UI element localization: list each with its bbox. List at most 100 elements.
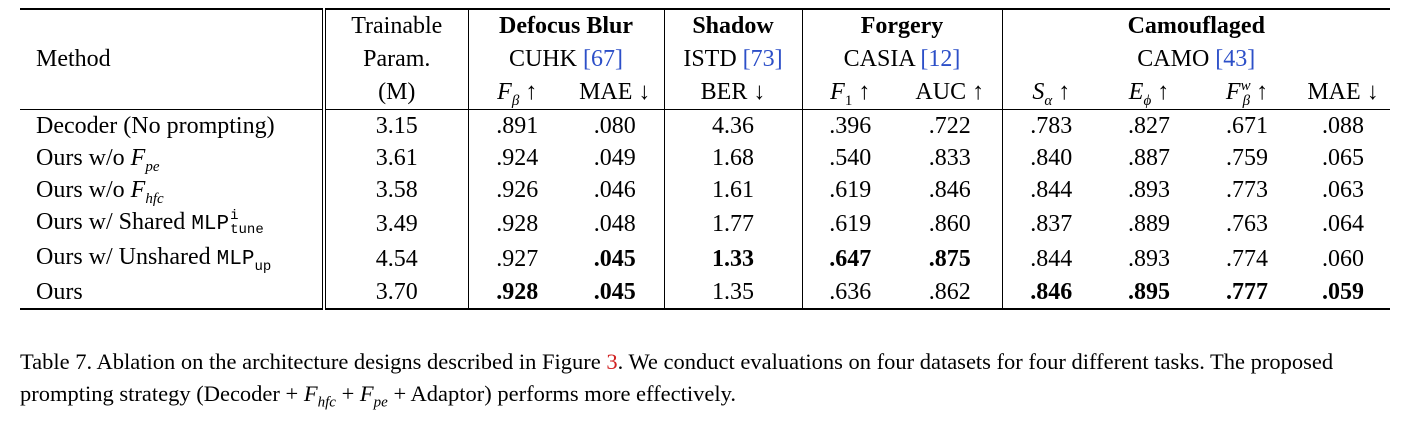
cell: .774	[1226, 245, 1268, 272]
cell: 1.61	[663, 174, 802, 206]
cell-best: .045	[593, 279, 636, 305]
header-params-line1: Trainable	[322, 9, 468, 43]
cell-best: .846	[1001, 276, 1100, 309]
table-row: Ours w/ Unshared MLPup 4.54 .927 .045 1.…	[20, 241, 1390, 276]
header-task-defocus: Defocus Blur	[467, 9, 664, 43]
cell: .926	[467, 174, 566, 206]
cell: 4.36	[663, 109, 802, 142]
ablation-table: Trainable Defocus Blur Shadow Forgery Ca…	[20, 8, 1391, 310]
cell: .619	[801, 206, 898, 241]
cell: .773	[1226, 177, 1268, 203]
ref-link[interactable]: [73]	[742, 46, 783, 72]
table-row: Ours w/ Shared MLP i tune 3.49 .928 .048 1…	[20, 206, 1390, 241]
cell: .046	[593, 177, 636, 203]
cell: .860	[928, 210, 971, 237]
cell-best: .059	[1322, 279, 1365, 305]
cell-best: .895	[1128, 279, 1170, 305]
table-row: Ours w/o Fpe 3.61 .924 .049 1.68 .540 .8…	[20, 142, 1390, 174]
header-dataset-cuhk: CUHK [67]	[467, 43, 664, 76]
header-params-line3: (M)	[322, 76, 468, 110]
cell: .840	[1001, 142, 1100, 174]
cell: .063	[1322, 177, 1365, 203]
cell: .844	[1001, 241, 1100, 276]
cell: .924	[467, 142, 566, 174]
cell: .833	[928, 145, 971, 171]
cell: .862	[928, 279, 971, 305]
header-method-spacer-2	[20, 76, 324, 110]
cell: 3.61	[322, 142, 468, 174]
cell: .763	[1226, 210, 1268, 237]
metric-f1: F1 ↑	[801, 76, 898, 110]
cell: .065	[1322, 145, 1365, 171]
cell: .540	[801, 142, 898, 174]
row-label: Ours w/ Unshared MLPup	[36, 244, 272, 275]
header-dataset-istd: ISTD [73]	[663, 43, 802, 76]
cell: 1.77	[663, 206, 802, 241]
row-label: Ours w/o Fhfc	[36, 177, 164, 207]
cell: .893	[1128, 177, 1170, 203]
cell: 3.15	[322, 109, 468, 142]
table-row: Ours w/o Fhfc 3.58 .926 .046 1.61 .619 .…	[20, 174, 1390, 206]
header-row-1: Trainable Defocus Blur Shadow Forgery Ca…	[20, 9, 1391, 43]
cell: .722	[928, 113, 971, 139]
header-dataset-casia: CASIA [12]	[801, 43, 1002, 76]
ref-link[interactable]: [43]	[1215, 46, 1256, 72]
cell: .060	[1322, 245, 1365, 272]
cell: .827	[1128, 113, 1170, 139]
header-row-3: (M) Fβ ↑ MAE ↓ BER ↓ F1 ↑ AUC ↑ Sα ↑ Eϕ …	[20, 76, 1390, 110]
ref-link[interactable]: [67]	[583, 46, 623, 72]
metric-f-beta: Fβ ↑	[467, 76, 566, 110]
cell: .837	[1001, 206, 1100, 241]
cell: .891	[467, 109, 566, 142]
cell-best: .777	[1226, 279, 1268, 305]
row-label: Ours	[36, 279, 83, 305]
metric-mae-cuhk: MAE ↓	[579, 79, 651, 105]
header-params-line2: Param.	[322, 43, 468, 76]
cell: 1.68	[663, 142, 802, 174]
metric-f-w-beta: Fwβ ↑	[1225, 78, 1269, 109]
row-label: Decoder (No prompting)	[36, 113, 275, 139]
figure-ref-link[interactable]: 3	[606, 349, 618, 374]
cell: .619	[801, 174, 898, 206]
cell: 3.70	[322, 276, 468, 309]
cell: .889	[1128, 210, 1170, 237]
cell: 4.54	[322, 241, 468, 276]
cell: .048	[593, 210, 636, 237]
cell: .759	[1226, 145, 1268, 171]
cell: .927	[467, 241, 566, 276]
header-method: Method	[36, 46, 111, 72]
cell-best: .928	[467, 276, 566, 309]
cell: .049	[593, 145, 636, 171]
metric-mae-camo: MAE ↓	[1307, 79, 1379, 105]
cell: .080	[593, 113, 636, 139]
cell: 1.35	[663, 276, 802, 309]
cell: 3.58	[322, 174, 468, 206]
cell: .783	[1001, 109, 1100, 142]
cell: .088	[1322, 113, 1365, 139]
header-dataset-camo: CAMO [43]	[1001, 43, 1391, 76]
ref-link[interactable]: [12]	[920, 46, 961, 72]
header-task-forgery: Forgery	[801, 9, 1002, 43]
cell-best: .875	[928, 245, 971, 272]
ablation-table-wrap: Trainable Defocus Blur Shadow Forgery Ca…	[20, 8, 1391, 310]
cell-best: .045	[593, 245, 636, 272]
cell: .396	[801, 109, 898, 142]
row-label: Ours w/ Shared MLP i tune	[36, 208, 264, 239]
cell: .846	[928, 177, 971, 203]
metric-auc: AUC ↑	[915, 79, 985, 105]
header-task-shadow: Shadow	[663, 9, 802, 43]
cell: .844	[1001, 174, 1100, 206]
cell-best: .647	[801, 241, 898, 276]
table-row: Decoder (No prompting) 3.15 .891 .080 4.…	[20, 109, 1391, 142]
metric-ber: BER ↓	[663, 76, 802, 110]
metric-e-phi: Eϕ ↑	[1128, 79, 1170, 109]
cell-best: 1.33	[663, 241, 802, 276]
metric-s-alpha: Sα ↑	[1001, 76, 1100, 110]
cell: .928	[467, 206, 566, 241]
header-row-2: Method Param. CUHK [67] ISTD [73] CASIA …	[20, 43, 1391, 76]
header-method-spacer	[20, 9, 324, 43]
cell: .671	[1226, 113, 1268, 139]
table-caption: Table 7. Ablation on the architecture de…	[20, 349, 1334, 411]
cell: .064	[1322, 210, 1365, 237]
cell: .887	[1128, 145, 1170, 171]
